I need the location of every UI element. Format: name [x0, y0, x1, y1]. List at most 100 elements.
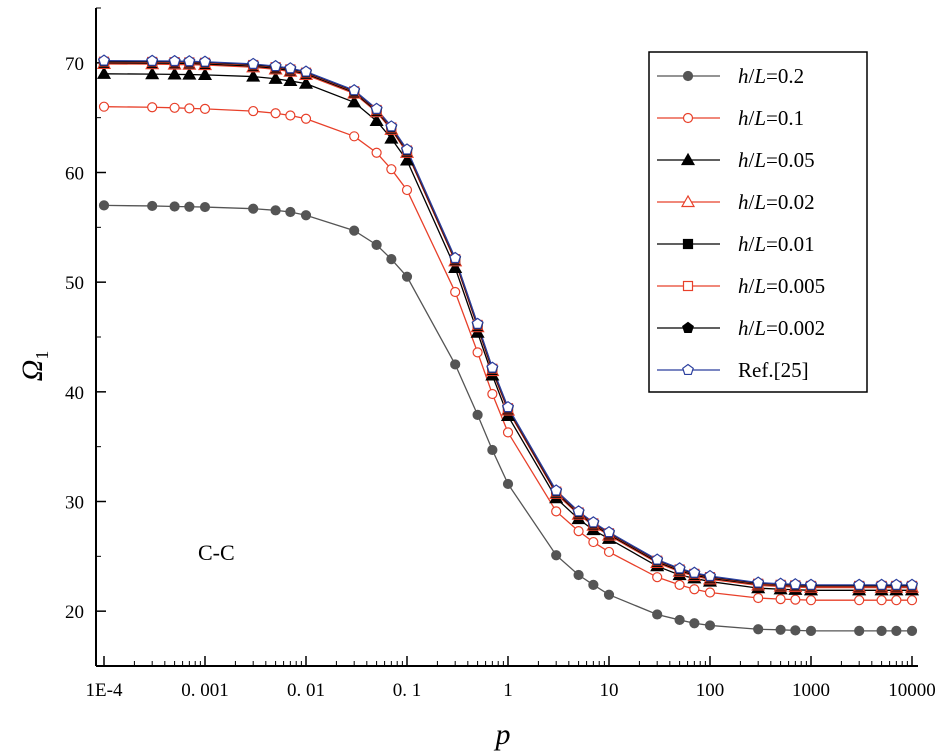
legend-item-2: h/L=0.05: [657, 148, 815, 172]
data-point-s1-18: [573, 526, 584, 537]
legend-label-slash: /: [749, 64, 755, 88]
x-ticks: 1E-4 0. 001 0. 01 0. 1 1 10 100 1000 10000: [86, 656, 936, 701]
data-point-s7-30: [875, 578, 888, 590]
data-point-s1-21: [652, 572, 663, 583]
y-tick-label: 40: [65, 383, 84, 404]
data-point-s0-2: [169, 201, 180, 212]
y-tick-label: 70: [65, 54, 84, 75]
data-point-s0-26: [775, 624, 786, 635]
x-tick-label: 0. 001: [181, 680, 229, 701]
data-point-s1-2: [169, 102, 180, 113]
data-point-s0-28: [805, 625, 817, 637]
data-point-s2-9: [347, 95, 362, 108]
data-point-s1-28: [805, 595, 817, 606]
legend-item-4: h/L=0.01: [657, 232, 815, 256]
data-point-s7-20: [603, 525, 615, 538]
data-point-s7-14: [471, 317, 484, 329]
legend-label: h/L=0.2: [738, 64, 804, 88]
data-point-s0-15: [487, 444, 498, 456]
data-point-s1-10: [371, 147, 382, 158]
legend-item-1: h/L=0.1: [657, 106, 804, 130]
data-point-s0-18: [573, 569, 584, 581]
data-point-s0-16: [502, 478, 514, 490]
data-point-s0-4: [199, 201, 211, 213]
data-point-s0-13: [450, 359, 461, 370]
data-point-s1-13: [450, 286, 461, 298]
data-point-s0-9: [349, 225, 360, 236]
data-point-s2-11: [384, 131, 399, 144]
legend-label-slash: /: [749, 148, 755, 172]
data-point-s1-26: [775, 594, 786, 605]
data-point-s0-21: [652, 609, 663, 620]
data-point-s7-17: [550, 484, 563, 496]
legend-label-h: h: [738, 274, 749, 298]
data-point-s7-18: [572, 505, 585, 517]
data-point-s0-22: [674, 614, 685, 626]
data-point-s0-10: [371, 239, 382, 250]
data-point-s0-0: [98, 200, 110, 211]
data-point-s7-4: [199, 55, 211, 67]
data-point-s0-5: [248, 203, 259, 214]
data-point-s1-9: [349, 131, 360, 142]
legend-label-value: Ref.[25]: [738, 358, 809, 382]
legend-label-slash: /: [749, 274, 755, 298]
data-point-s1-31: [891, 595, 902, 606]
legend-label-l: L: [753, 274, 766, 298]
data-point-s7-32: [906, 578, 918, 590]
data-point-s7-1: [146, 54, 159, 66]
data-point-s1-32: [906, 595, 918, 606]
legend: h/L=0.2h/L=0.1h/L=0.05h/L=0.02h/L=0.01h/…: [648, 51, 868, 393]
legend-item-0: h/L=0.2: [657, 64, 804, 88]
data-point-s7-24: [704, 569, 716, 582]
legend-label-value: =0.1: [766, 106, 804, 130]
y-tick-label: 60: [65, 164, 84, 185]
legend-label: h/L=0.01: [738, 232, 815, 256]
data-point-s1-6: [270, 108, 281, 119]
data-point-s7-22: [673, 562, 686, 574]
legend-box: [648, 51, 868, 393]
data-point-s0-20: [603, 589, 615, 600]
legend-label: h/L=0.002: [738, 316, 825, 340]
data-point-s0-31: [891, 625, 902, 637]
legend-label-l: L: [753, 316, 766, 340]
legend-label-h: h: [738, 148, 749, 172]
data-point-s1-17: [551, 506, 562, 517]
data-point-s1-30: [876, 595, 887, 606]
data-point-s7-25: [752, 576, 765, 588]
legend-label-h: h: [738, 106, 749, 130]
legend-label-l: L: [753, 64, 766, 88]
legend-label-l: L: [753, 106, 766, 130]
data-point-s7-10: [370, 102, 383, 114]
x-tick-label: 0. 1: [393, 680, 422, 701]
data-point-s0-1: [147, 200, 158, 212]
legend-label-value: =0.01: [766, 232, 815, 256]
data-point-s2-3: [182, 67, 197, 80]
legend-label-l: L: [753, 190, 766, 214]
legend-label-slash: /: [749, 232, 755, 256]
legend-label-slash: /: [749, 316, 755, 340]
data-point-s1-11: [386, 164, 397, 175]
data-point-s0-8: [300, 210, 312, 221]
y-axis-title-subscript: 1: [32, 351, 52, 360]
data-point-s1-19: [588, 536, 599, 548]
data-point-s7-31: [890, 578, 903, 590]
data-point-s0-11: [386, 254, 397, 265]
data-point-s2-1: [145, 66, 160, 80]
legend-label-value: =0.005: [766, 274, 825, 298]
series-markers: [96, 54, 920, 637]
legend-marker: [682, 363, 694, 376]
legend-label: h/L=0.02: [738, 190, 815, 214]
legend-label-h: h: [738, 64, 749, 88]
y-tick-label: 50: [65, 273, 84, 294]
annotation-label: C-C: [198, 540, 235, 565]
legend-label: h/L=0.005: [738, 274, 825, 298]
data-point-s1-14: [472, 347, 483, 358]
y-tick-label: 30: [65, 493, 84, 514]
legend-item-5: h/L=0.005: [657, 274, 825, 298]
data-point-s0-7: [285, 206, 296, 218]
data-point-s1-12: [401, 184, 413, 196]
data-point-s1-4: [199, 103, 211, 114]
legend-marker: [680, 152, 696, 166]
data-point-s1-24: [704, 587, 716, 598]
legend-marker: [682, 70, 694, 82]
